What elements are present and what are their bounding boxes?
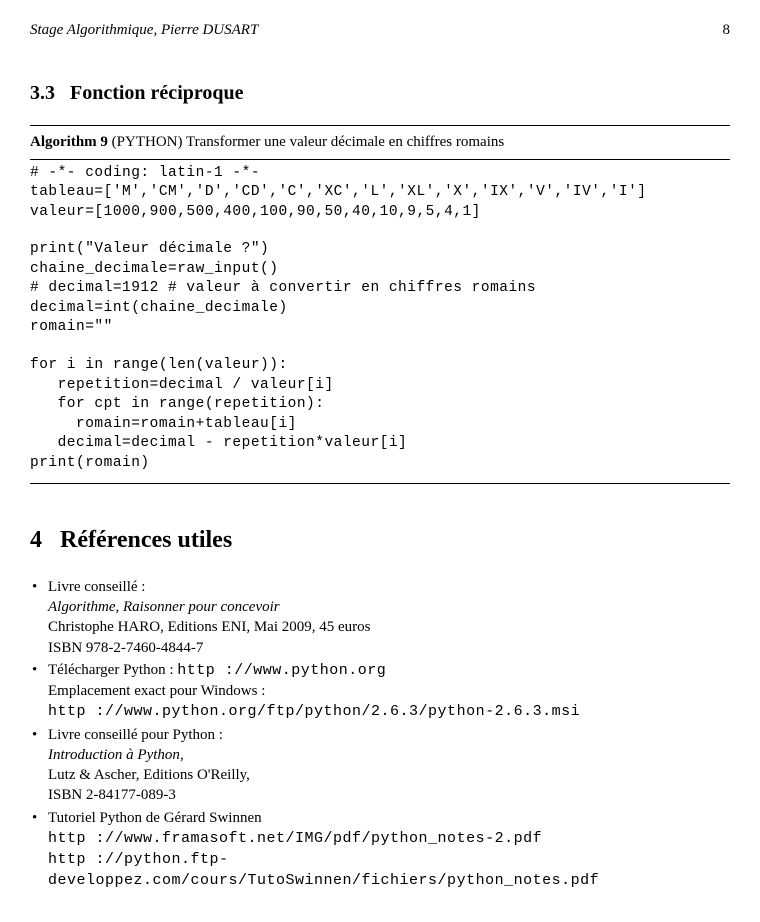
ref2-label: Télécharger Python : (48, 662, 177, 678)
algorithm-caption: Algorithm 9 (PYTHON) Transformer une val… (30, 132, 730, 152)
header-left: Stage Algorithmique, Pierre DUSART (30, 22, 258, 38)
ref1-publisher: Christophe HARO, Editions ENI, Mai 2009,… (48, 619, 370, 635)
chapter-title: Références utiles (60, 527, 232, 553)
ref4-url1: http ://www.framasoft.net/IMG/pdf/python… (48, 830, 542, 847)
ref-item-4: Tutoriel Python de Gérard Swinnen http :… (30, 808, 730, 892)
section-number: 3.3 (30, 82, 55, 104)
section-4-heading: 4 Références utiles (30, 524, 730, 556)
chapter-number: 4 (30, 527, 42, 553)
ref3-isbn: ISBN 2-84177-089-3 (48, 787, 176, 803)
algo-rule-top (30, 125, 730, 126)
code-block-3: for i in range(len(valeur)): repetition=… (30, 356, 730, 473)
ref3-intro: Livre conseillé pour Python : (48, 727, 223, 743)
ref3-book-title: Introduction à Python (48, 747, 180, 763)
ref2-url2: http ://www.python.org/ftp/python/2.6.3/… (48, 703, 580, 720)
ref4-url2: http ://python.ftp-developpez.com/cours/… (48, 851, 599, 889)
section-title: Fonction réciproque (70, 82, 244, 104)
ref1-isbn: ISBN 978-2-7460-4844-7 (48, 640, 203, 656)
algorithm-label: Algorithm 9 (30, 134, 108, 150)
ref2-url1: http ://www.python.org (177, 662, 386, 679)
references-list: Livre conseillé : Algorithme, Raisonner … (30, 577, 730, 892)
code-block-2: print("Valeur décimale ?") chaine_decima… (30, 240, 730, 338)
ref4-label: Tutoriel Python de Gérard Swinnen (48, 810, 262, 826)
page-header: Stage Algorithmique, Pierre DUSART 8 (30, 20, 730, 40)
algo-rule-bottom (30, 483, 730, 484)
section-33-heading: 3.3 Fonction réciproque (30, 80, 730, 107)
ref-item-2: Télécharger Python : http ://www.python.… (30, 660, 730, 723)
code-block-1: # -*- coding: latin-1 -*- tableau=['M','… (30, 164, 730, 223)
page-number: 8 (723, 20, 731, 40)
ref2-loc: Emplacement exact pour Windows : (48, 683, 265, 699)
ref3-publisher: Lutz & Ascher, Editions O'Reilly, (48, 767, 250, 783)
algo-rule-mid (30, 159, 730, 160)
ref1-intro: Livre conseillé : (48, 579, 145, 595)
algorithm-caption-text: (PYTHON) Transformer une valeur décimale… (108, 134, 504, 150)
ref-item-1: Livre conseillé : Algorithme, Raisonner … (30, 577, 730, 658)
ref-item-3: Livre conseillé pour Python : Introducti… (30, 725, 730, 806)
ref1-book-title: Algorithme, Raisonner pour concevoir (48, 599, 280, 615)
